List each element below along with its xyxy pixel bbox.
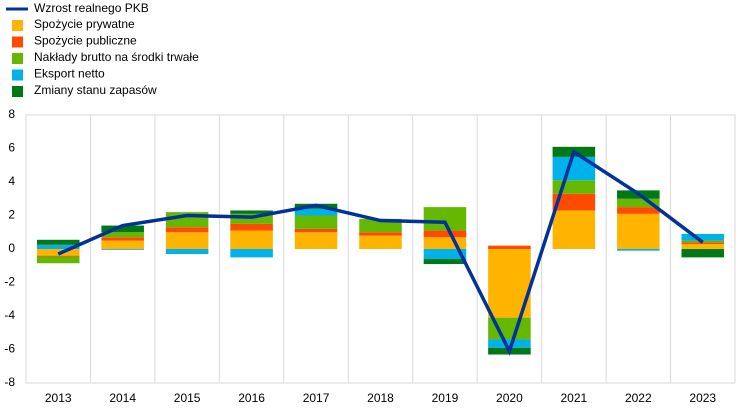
- bar-segment: [423, 259, 467, 265]
- x-tick-label: 2020: [496, 391, 523, 405]
- bar-segment: [294, 208, 338, 216]
- bar-segment: [617, 213, 660, 249]
- bar-segment: [165, 232, 209, 249]
- y-tick-label: 2: [8, 208, 15, 222]
- bar-segment: [681, 243, 725, 249]
- x-tick-label: 2018: [367, 391, 394, 405]
- legend-swatch: [12, 86, 23, 97]
- y-tick-label: 6: [8, 141, 15, 155]
- x-tick-label: 2014: [109, 391, 136, 405]
- bar-segment: [101, 232, 144, 238]
- legend-swatch: [12, 53, 23, 64]
- bar-segment: [423, 249, 467, 260]
- y-tick-label: -2: [4, 275, 15, 289]
- x-tick-label: 2021: [561, 391, 588, 405]
- bar-segment: [230, 230, 273, 249]
- gdp-line: [57, 149, 704, 356]
- legend-swatch: [12, 36, 23, 48]
- legend-swatch: [12, 20, 23, 31]
- bar-segment: [165, 227, 209, 233]
- legend-label: Zmiany stanu zapasów: [34, 83, 157, 97]
- bar-segment: [617, 198, 660, 208]
- bar-segment: [101, 225, 144, 233]
- legend-label: Nakłady brutto na środki trwałe: [34, 50, 199, 64]
- bar-segment: [681, 233, 725, 241]
- bar-segment: [552, 156, 596, 181]
- bar-segment: [552, 193, 596, 211]
- bar-segment: [294, 228, 338, 233]
- legend-label: Spożycie publiczne: [34, 34, 137, 48]
- bar-segment: [488, 339, 531, 348]
- x-tick-label: 2019: [432, 391, 459, 405]
- bar-segment: [681, 242, 725, 244]
- bar-segment: [36, 239, 80, 245]
- bar-segment: [552, 180, 596, 194]
- bar-segment: [230, 223, 273, 231]
- bar-segment: [552, 210, 596, 249]
- bar-segment: [359, 232, 402, 236]
- legend-label: Wzrost realnego PKB: [34, 1, 149, 15]
- bar-segment: [423, 230, 467, 238]
- bar-segment: [101, 249, 144, 250]
- bar-segment: [423, 237, 467, 249]
- bar-segment: [230, 210, 273, 214]
- bar-segment: [101, 240, 144, 249]
- y-tick-label: -4: [4, 308, 15, 322]
- bar-segment: [681, 249, 725, 258]
- legend-label: Eksport netto: [34, 67, 105, 81]
- bar-segment: [36, 256, 80, 264]
- y-tick-label: 8: [8, 107, 15, 121]
- legend-swatch: [12, 69, 23, 81]
- bar-segment: [617, 249, 660, 251]
- plot-frame: [25, 114, 736, 384]
- y-tick-label: 0: [8, 241, 15, 255]
- x-tick-label: 2022: [625, 391, 652, 405]
- bar-segment: [617, 207, 660, 214]
- legend-label: Spożycie prywatne: [34, 17, 135, 31]
- x-tick-label: 2023: [689, 391, 716, 405]
- x-tick-label: 2013: [45, 391, 72, 405]
- bar-segment: [294, 232, 338, 249]
- bar-segment: [36, 244, 80, 249]
- x-tick-label: 2016: [238, 391, 265, 405]
- bar-segment: [165, 249, 209, 255]
- bar-segment: [294, 215, 338, 229]
- bar-segment: [230, 249, 273, 258]
- bar-segment: [488, 245, 531, 249]
- y-tick-label: -6: [4, 342, 15, 356]
- bar-segment: [101, 237, 144, 241]
- y-tick-label: -8: [4, 375, 15, 389]
- x-tick-label: 2017: [303, 391, 330, 405]
- y-tick-label: 4: [8, 174, 15, 188]
- x-tick-label: 2015: [174, 391, 201, 405]
- bar-segment: [423, 207, 467, 231]
- bar-segment: [36, 255, 80, 257]
- bar-segment: [359, 235, 402, 249]
